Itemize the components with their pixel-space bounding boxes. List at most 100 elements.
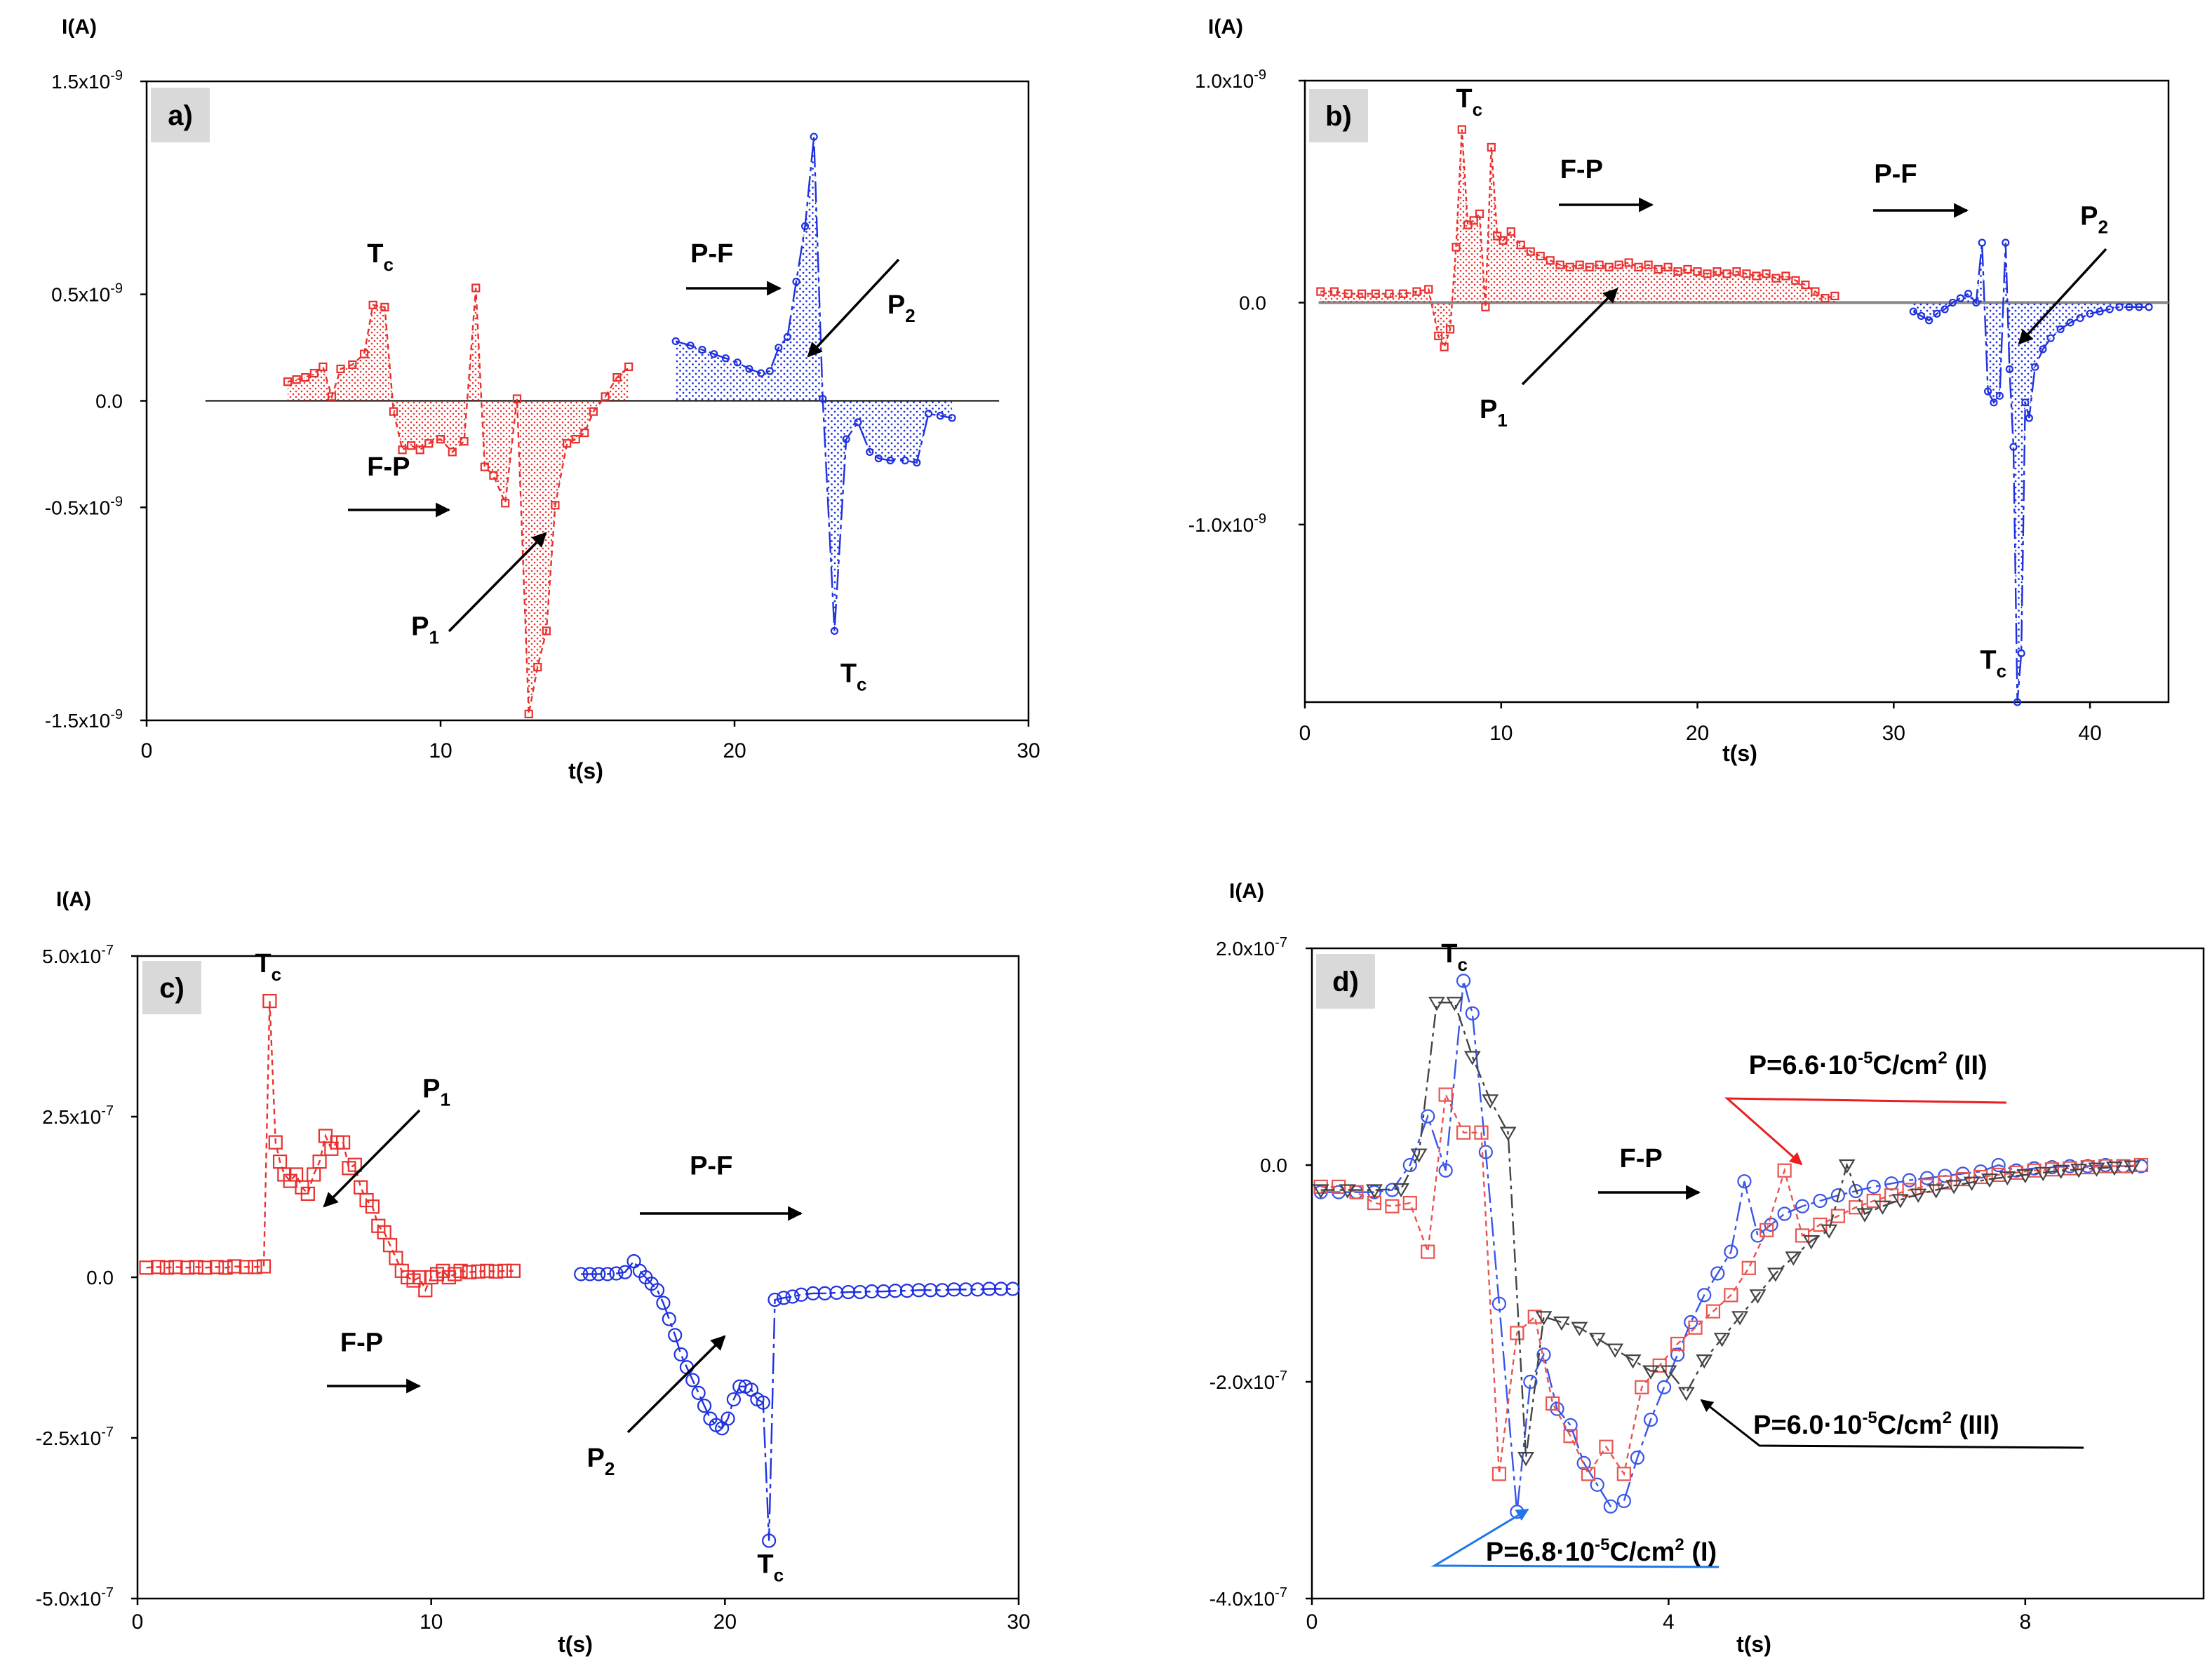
data-point <box>436 435 445 444</box>
data-point <box>151 1260 166 1274</box>
data-point <box>1424 285 1433 294</box>
data-point <box>2063 1161 2077 1176</box>
series-area-fill <box>1320 129 1835 347</box>
data-point <box>1781 271 1790 281</box>
y-tick-label: 0.0 <box>1239 292 1266 314</box>
annotation-label: Tc <box>1456 84 1482 120</box>
series-line <box>1320 129 1835 349</box>
data-point <box>1663 262 1673 271</box>
data-point <box>2005 365 2013 373</box>
data-point <box>762 1533 777 1548</box>
data-point <box>886 456 894 465</box>
data-point <box>2088 1162 2105 1177</box>
data-point <box>1445 325 1455 334</box>
data-point <box>1713 1333 1731 1347</box>
data-point <box>1964 290 1973 298</box>
data-point <box>1410 1148 1428 1163</box>
data-point <box>1434 331 1443 340</box>
data-point <box>1526 247 1535 256</box>
data-point <box>1731 1311 1749 1326</box>
data-point <box>901 456 909 465</box>
data-point <box>1795 1199 1810 1213</box>
x-axis-label: t(s) <box>568 758 603 783</box>
x-tick-label: 0 <box>1299 722 1311 745</box>
y-tick-label: 1.5x10-9 <box>51 68 123 93</box>
chart-panel-a: a) I(A) t(s) 1.5x10-9 0.5x10-9 0.0 -0.5x10-9 -1… <box>45 15 1040 783</box>
data-point <box>2115 303 2124 311</box>
x-tick-label: 0 <box>132 1610 144 1634</box>
data-point <box>1902 1173 1917 1188</box>
data-point <box>1990 398 1998 407</box>
data-point <box>1801 281 1810 290</box>
data-point <box>262 994 277 1009</box>
data-point <box>189 1260 203 1274</box>
data-point <box>1585 262 1594 271</box>
data-point <box>1624 1354 1642 1369</box>
data-point <box>817 1286 832 1301</box>
data-point <box>1463 1051 1481 1065</box>
data-point <box>1697 1288 1712 1303</box>
data-point <box>612 372 622 382</box>
data-point <box>1821 294 1830 303</box>
data-point <box>1616 1467 1631 1481</box>
data-point <box>1767 1267 1784 1282</box>
y-tick-label: 0.0 <box>1260 1155 1287 1176</box>
chart-panel-d: d) I(A) t(s) 2.0x10-7 0.0 -2.0x10-7 -4.0x10-7 0… <box>1209 880 2205 1657</box>
data-point <box>571 435 580 444</box>
data-point <box>1777 1206 1792 1221</box>
data-point <box>2098 1159 2113 1173</box>
series-area-fill <box>676 136 953 631</box>
panel-label-text: b) <box>1325 101 1352 132</box>
x-tick-label: 30 <box>1882 722 1905 745</box>
data-point <box>1891 1194 1909 1209</box>
data-point <box>775 343 783 352</box>
data-point <box>1339 1184 1356 1199</box>
annotation-label: Tc <box>1441 939 1468 975</box>
data-point <box>2145 303 2153 311</box>
data-point <box>686 341 695 350</box>
series-line <box>1320 1002 2133 1458</box>
data-point <box>1724 1288 1738 1303</box>
data-point <box>580 428 589 438</box>
data-point <box>2125 303 2133 311</box>
data-point <box>589 407 598 416</box>
data-point <box>1421 1109 1435 1124</box>
data-point <box>697 1399 712 1413</box>
data-point <box>946 1282 961 1297</box>
series-F-P <box>1316 125 1839 351</box>
data-point <box>1576 1455 1591 1470</box>
data-point <box>1785 1251 1802 1266</box>
data-point <box>1955 1171 1970 1187</box>
data-point <box>624 362 634 372</box>
x-tick-label: 10 <box>429 739 452 762</box>
data-point <box>876 1284 891 1299</box>
data-point <box>1742 269 1751 278</box>
annotation-arrow <box>1700 1399 2084 1449</box>
data-point <box>1588 1333 1606 1347</box>
data-point <box>1481 302 1490 311</box>
x-tick-label: 30 <box>1007 1610 1030 1634</box>
y-tick-label: -4.0x10-7 <box>1209 1585 1287 1610</box>
panel-label-text: a) <box>168 100 193 131</box>
data-point <box>1741 1260 1756 1275</box>
y-tick-label: -2.0x10-7 <box>1209 1368 1287 1393</box>
data-point <box>1670 1347 1685 1362</box>
data-point <box>1546 256 1555 265</box>
data-point <box>301 372 310 382</box>
data-point <box>168 1260 183 1274</box>
data-point <box>1517 1452 1534 1467</box>
data-point <box>1478 1145 1493 1159</box>
annotation-label: P1 <box>1480 395 1508 431</box>
data-point <box>506 1263 521 1278</box>
data-point <box>1316 287 1325 296</box>
data-point <box>1917 311 1926 321</box>
data-point <box>198 1260 213 1275</box>
data-point <box>2056 325 2065 333</box>
data-point <box>1673 267 1682 276</box>
data-point <box>617 1265 633 1279</box>
annotation-arrow <box>807 258 900 358</box>
plot-frame <box>136 955 1020 1600</box>
data-point <box>1963 1176 1980 1191</box>
series-P-F <box>574 1253 1020 1548</box>
